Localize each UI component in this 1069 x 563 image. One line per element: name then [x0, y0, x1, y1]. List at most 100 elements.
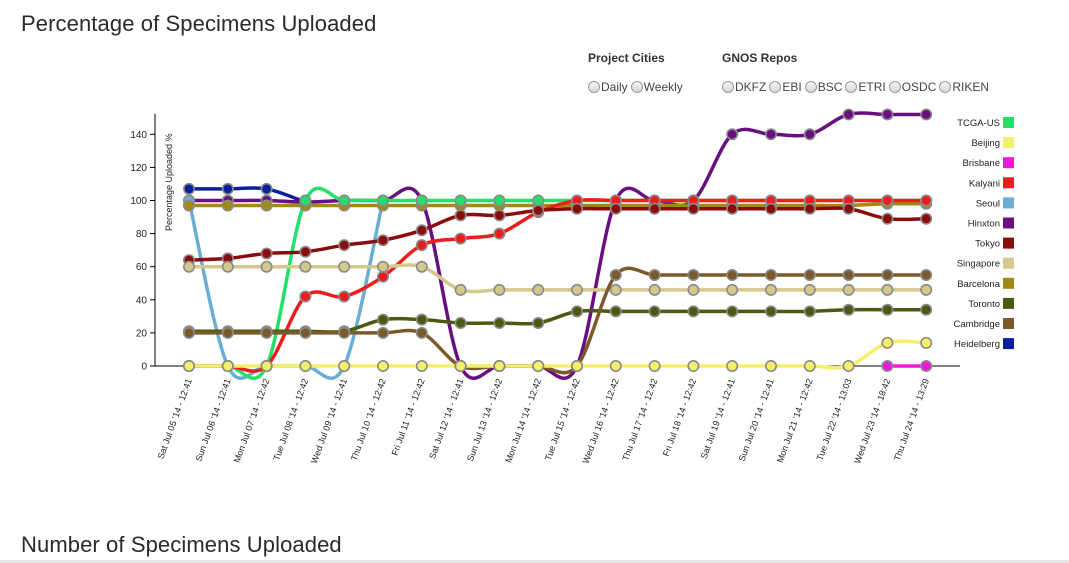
point-singapore-13 — [687, 283, 700, 296]
point-cambridge-3 — [299, 326, 312, 339]
legend-swatch-tokyo — [1003, 237, 1014, 249]
point-beijing-11 — [609, 359, 622, 372]
radio-dkfz[interactable]: DKFZ — [722, 80, 766, 94]
point-cambridge-19 — [920, 268, 933, 281]
radio-ebi[interactable]: EBI — [769, 80, 802, 94]
series-singapore — [189, 263, 927, 294]
point-toronto-19 — [920, 303, 933, 316]
point-kalyani-3 — [299, 290, 312, 303]
point-cambridge-1 — [221, 326, 234, 339]
point-kalyani-18 — [881, 194, 894, 207]
radio-etri[interactable]: ETRI — [845, 80, 886, 94]
point-tokyo-6 — [415, 224, 428, 237]
point-cambridge-17 — [842, 268, 855, 281]
point-cambridge-12 — [648, 268, 661, 281]
line-hinxton-0 — [189, 111, 927, 380]
x-tick-label-14: Sat Jul 19 '14 - 12:41 — [699, 377, 737, 460]
radio-etri-circle[interactable] — [845, 81, 858, 93]
line-kalyani-0 — [189, 197, 927, 373]
point-barcelona-1 — [221, 199, 234, 212]
radio-dkfz-circle[interactable] — [722, 81, 734, 93]
legend: TCGA-US Beijing Brisbane Kalyani Seoul Hinxto… — [954, 117, 1014, 350]
point-tokyo-5 — [376, 234, 389, 247]
point-tokyo-15 — [764, 202, 777, 215]
series-points — [183, 108, 933, 372]
point-cambridge-4 — [338, 326, 351, 339]
x-tick-label-16: Mon Jul 21 '14 - 12:42 — [775, 377, 815, 464]
radio-daily-circle[interactable] — [588, 81, 600, 93]
x-tick-label-7: Sat Jul 12 '14 - 12:41 — [427, 377, 465, 460]
point-cambridge-18 — [881, 268, 894, 281]
point-tcga-us-8 — [493, 194, 506, 207]
point-tokyo-10 — [570, 202, 583, 215]
radio-osdc-circle[interactable] — [888, 81, 901, 93]
radio-ebi-label: EBI — [782, 80, 802, 94]
radio-weekly[interactable]: Weekly — [630, 80, 683, 94]
radio-riken-label: RIKEN — [952, 80, 990, 94]
legend-swatch-kalyani — [1003, 177, 1014, 189]
radio-riken-circle[interactable] — [939, 81, 952, 93]
point-beijing-9 — [532, 359, 545, 372]
legend-label-seoul: Seoul — [976, 198, 1000, 209]
y-tick-label-120: 120 — [130, 163, 147, 174]
point-beijing-4 — [338, 359, 351, 372]
point-tokyo-16 — [803, 202, 816, 215]
series-heidelberg — [188, 186, 306, 204]
legend-label-singapore: Singapore — [957, 259, 1000, 270]
point-singapore-4 — [338, 260, 351, 273]
point-beijing-1 — [221, 359, 234, 372]
y-tick-label-20: 20 — [136, 328, 148, 339]
x-tick-label-15: Sun Jul 20 '14 - 12:41 — [737, 377, 776, 462]
point-tokyo-19 — [920, 212, 933, 225]
legend-swatch-singapore — [1003, 257, 1014, 269]
point-hinxton-19 — [920, 108, 933, 121]
point-tcga-us-4 — [338, 194, 351, 207]
radio-daily[interactable]: Daily — [588, 80, 628, 94]
legend-swatch-brisbane — [1003, 157, 1014, 169]
legend-label-barcelona: Barcelona — [957, 279, 1000, 290]
radio-weekly-circle[interactable] — [630, 81, 643, 93]
point-singapore-2 — [260, 260, 273, 273]
legend-swatch-tcga-us — [1003, 117, 1014, 128]
legend-label-hinxton: Hinxton — [968, 219, 1000, 230]
legend-label-tcga-us: TCGA-US — [957, 118, 1000, 129]
radio-riken[interactable]: RIKEN — [939, 80, 989, 94]
x-tick-label-4: Wed Jul 09 '14 - 12:41 — [309, 377, 349, 465]
legend-label-tokyo: Tokyo — [975, 239, 1000, 250]
point-toronto-15 — [764, 305, 777, 318]
legend-label-cambridge: Cambridge — [954, 319, 1000, 330]
point-toronto-13 — [687, 305, 700, 318]
point-tokyo-7 — [454, 209, 467, 222]
radio-bsc-circle[interactable] — [804, 81, 817, 93]
point-cambridge-13 — [687, 268, 700, 281]
radio-bsc[interactable]: BSC — [804, 80, 842, 94]
point-beijing-3 — [299, 359, 312, 372]
y-tick-label-100: 100 — [130, 196, 147, 207]
point-tcga-us-3 — [299, 194, 312, 207]
line-tcga-us-0 — [189, 186, 927, 380]
point-beijing-15 — [764, 359, 777, 372]
point-kalyani-8 — [493, 227, 506, 240]
point-cambridge-16 — [803, 268, 816, 281]
legend-swatch-barcelona — [1003, 277, 1014, 289]
point-beijing-13 — [687, 359, 700, 372]
radio-daily-label: Daily — [601, 80, 628, 94]
point-tokyo-4 — [338, 239, 351, 252]
point-heidelberg-1 — [221, 182, 234, 195]
x-tick-label-1: Sun Jul 06 '14 - 12:41 — [193, 377, 232, 462]
series-beijing — [189, 339, 927, 370]
point-beijing-8 — [493, 359, 506, 372]
radio-ebi-circle[interactable] — [769, 81, 782, 93]
legend-swatch-seoul — [1003, 197, 1014, 209]
line-cambridge-0 — [189, 266, 927, 375]
point-singapore-10 — [570, 283, 583, 296]
point-beijing-2 — [260, 359, 273, 372]
radio-osdc[interactable]: OSDC — [888, 80, 936, 94]
point-singapore-5 — [376, 260, 389, 273]
point-toronto-18 — [881, 303, 894, 316]
point-hinxton-14 — [726, 128, 739, 141]
point-singapore-11 — [609, 283, 622, 296]
legend-label-brisbane: Brisbane — [963, 158, 1001, 169]
legend-label-heidelberg: Heidelberg — [954, 339, 1000, 350]
point-tokyo-2 — [260, 247, 273, 260]
